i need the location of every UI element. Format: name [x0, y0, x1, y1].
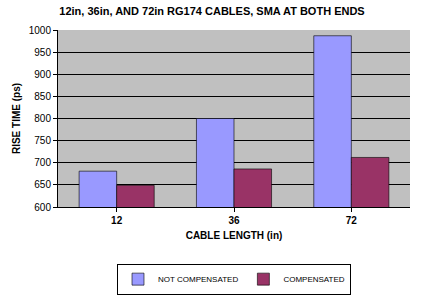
- svg-text:72: 72: [346, 215, 358, 226]
- svg-text:12: 12: [111, 215, 123, 226]
- svg-text:900: 900: [34, 69, 51, 80]
- svg-text:950: 950: [34, 47, 51, 58]
- svg-text:36: 36: [228, 215, 240, 226]
- svg-text:12in, 36in, AND 72in RG174 CAB: 12in, 36in, AND 72in RG174 CABLES, SMA A…: [59, 5, 364, 17]
- svg-text:600: 600: [34, 202, 51, 213]
- svg-text:CABLE LENGTH (in): CABLE LENGTH (in): [186, 230, 283, 241]
- svg-text:800: 800: [34, 113, 51, 124]
- svg-text:750: 750: [34, 135, 51, 146]
- svg-text:650: 650: [34, 179, 51, 190]
- svg-text:COMPENSATED: COMPENSATED: [283, 275, 344, 284]
- svg-text:1000: 1000: [29, 25, 52, 36]
- svg-text:RISE TIME (ps): RISE TIME (ps): [11, 83, 22, 154]
- svg-text:850: 850: [34, 91, 51, 102]
- svg-text:700: 700: [34, 157, 51, 168]
- svg-text:NOT COMPENSATED: NOT COMPENSATED: [158, 275, 238, 284]
